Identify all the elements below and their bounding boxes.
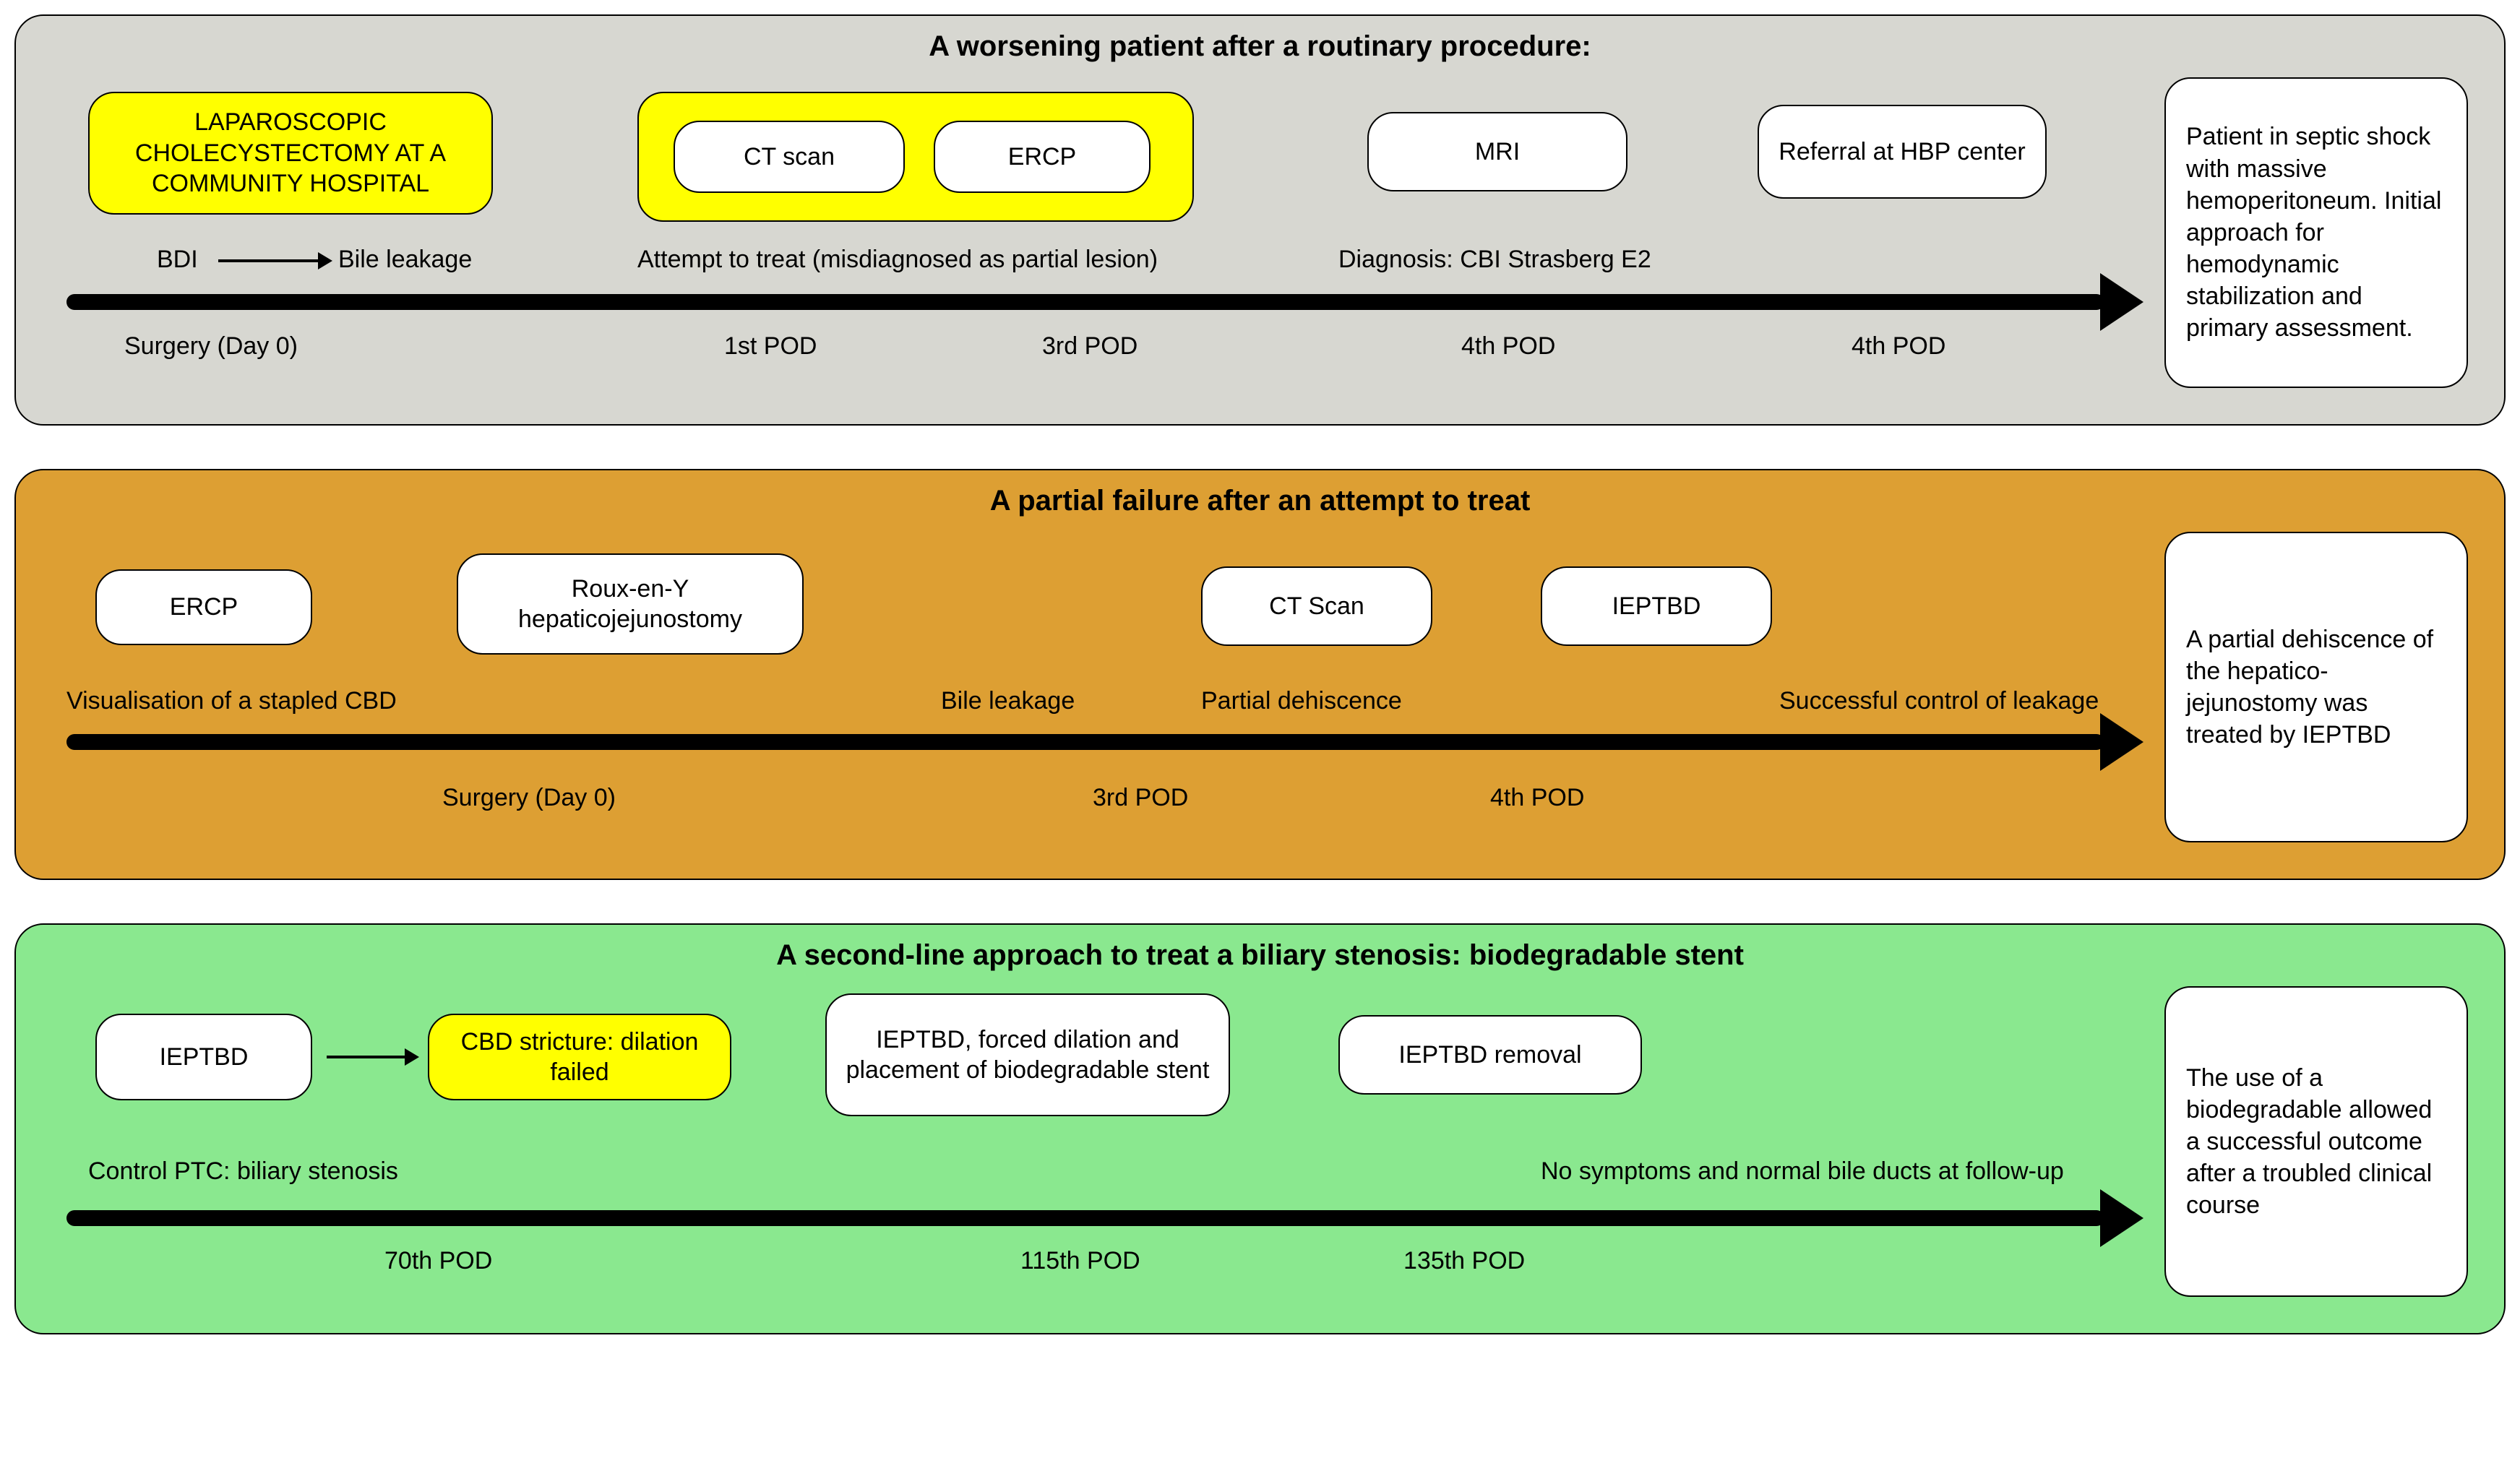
- timeline-node: Roux-en-Y hepaticojejunostomy: [457, 553, 804, 655]
- caption-above: Successful control of leakage: [1779, 686, 2099, 716]
- caption-below: 4th POD: [1461, 332, 1555, 361]
- mini-arrow: [218, 259, 319, 262]
- caption-above: Visualisation of a stapled CBD: [66, 686, 397, 716]
- caption-below: 3rd POD: [1093, 783, 1188, 813]
- panel-title: A partial failure after an attempt to tr…: [45, 485, 2475, 517]
- timeline-node: ERCP: [934, 121, 1151, 193]
- caption-below: 115th POD: [1020, 1246, 1140, 1276]
- timeline-node: IEPTBD: [1541, 566, 1772, 646]
- caption-above: Partial dehiscence: [1201, 686, 1402, 716]
- timeline-node: CT Scan: [1201, 566, 1432, 646]
- outcome-box: The use of a biodegradable allowed a suc…: [2164, 986, 2468, 1297]
- mini-arrow: [327, 1056, 406, 1058]
- caption-below: 4th POD: [1852, 332, 1945, 361]
- timeline-node: LAPAROSCOPIC CHOLECYSTECTOMY AT A COMMUN…: [88, 92, 493, 215]
- caption-above: Bile leakage: [338, 245, 472, 275]
- outcome-box: A partial dehiscence of the hepatico- je…: [2164, 532, 2468, 842]
- panel-title: A second-line approach to treat a biliar…: [45, 939, 2475, 972]
- timeline-node: CT scan: [674, 121, 905, 193]
- caption-below: 1st POD: [724, 332, 817, 361]
- timeline-arrow: [66, 734, 2104, 750]
- caption-below: 4th POD: [1490, 783, 1584, 813]
- panel-body: ERCP Roux-en-Y hepaticojejunostomy CT Scan…: [45, 532, 2475, 857]
- timeline-node: MRI: [1367, 112, 1627, 191]
- caption-below: Surgery (Day 0): [124, 332, 298, 361]
- caption-below: 135th POD: [1403, 1246, 1525, 1276]
- timeline-arrow: [66, 294, 2104, 310]
- caption-above: BDI: [157, 245, 198, 275]
- timeline-node: IEPTBD, forced dilation and placement of…: [825, 993, 1230, 1116]
- timeline-arrow: [66, 1210, 2104, 1226]
- caption-below: 3rd POD: [1042, 332, 1138, 361]
- panel-2: A second-line approach to treat a biliar…: [14, 923, 2506, 1334]
- caption-above: Bile leakage: [941, 686, 1075, 716]
- timeline-node: ERCP: [95, 569, 312, 645]
- caption-above: Attempt to treat (misdiagnosed as partia…: [637, 245, 1158, 275]
- panel-body: LAPAROSCOPIC CHOLECYSTECTOMY AT A COMMUN…: [45, 77, 2475, 402]
- caption-below: Surgery (Day 0): [442, 783, 616, 813]
- caption-above: Diagnosis: CBI Strasberg E2: [1338, 245, 1651, 275]
- outcome-box: Patient in septic shock with massive hem…: [2164, 77, 2468, 388]
- caption-above: Control PTC: biliary stenosis: [88, 1157, 398, 1186]
- caption-below: 70th POD: [384, 1246, 492, 1276]
- caption-above: No symptoms and normal bile ducts at fol…: [1541, 1157, 2064, 1186]
- panel-title: A worsening patient after a routinary pr…: [45, 30, 2475, 63]
- timeline-node: IEPTBD removal: [1338, 1015, 1642, 1095]
- panel-1: A partial failure after an attempt to tr…: [14, 469, 2506, 880]
- panel-0: A worsening patient after a routinary pr…: [14, 14, 2506, 426]
- timeline-node: IEPTBD: [95, 1014, 312, 1100]
- timeline-node: CBD stricture: dilation failed: [428, 1014, 731, 1100]
- panel-body: IEPTBD CBD stricture: dilation failed IEPT…: [45, 986, 2475, 1311]
- timeline-node: Referral at HBP center: [1758, 105, 2047, 199]
